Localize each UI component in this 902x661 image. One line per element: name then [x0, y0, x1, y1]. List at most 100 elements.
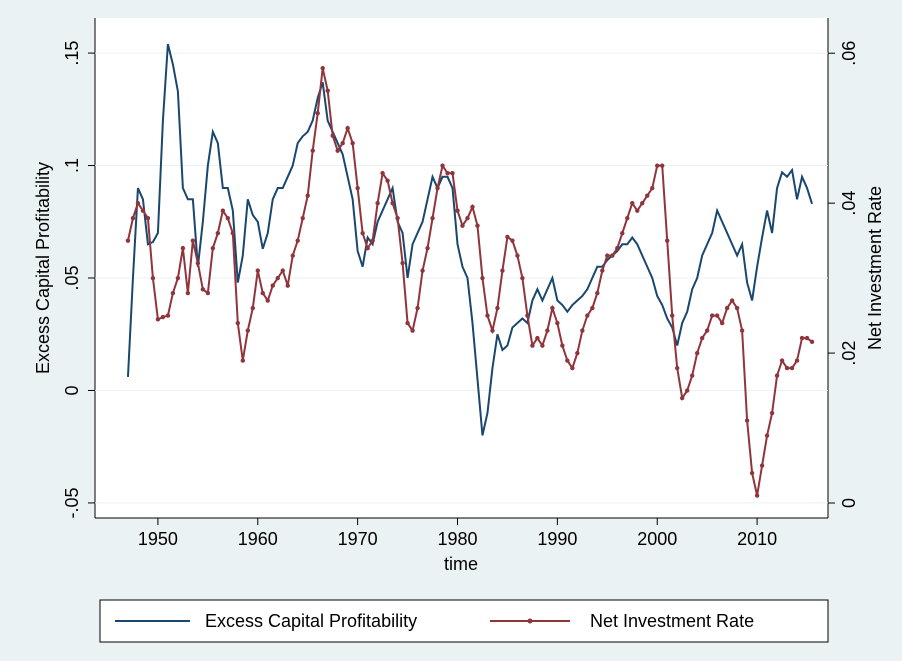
- series-marker: [675, 365, 680, 371]
- series-marker: [600, 268, 605, 273]
- series-marker: [395, 215, 400, 221]
- series-marker: [550, 305, 555, 311]
- series-marker: [605, 253, 610, 258]
- series-marker: [180, 245, 186, 251]
- series-marker: [300, 215, 305, 221]
- series-marker: [465, 215, 470, 221]
- y-tick-label: -.05: [62, 487, 82, 518]
- series-marker: [704, 328, 710, 333]
- series-marker: [160, 314, 166, 320]
- series-marker: [580, 328, 585, 333]
- series-marker: [774, 373, 780, 378]
- series-marker: [205, 290, 211, 296]
- series-marker: [734, 305, 740, 311]
- series-marker: [295, 238, 300, 243]
- series-marker: [565, 358, 570, 363]
- series-marker: [694, 350, 700, 356]
- series-marker: [485, 313, 490, 318]
- series-marker: [520, 275, 525, 281]
- y2-tick-label: .06: [839, 41, 859, 66]
- series-marker: [789, 365, 795, 371]
- series-marker: [699, 335, 705, 341]
- series-marker: [370, 238, 375, 243]
- series-line: [126, 68, 813, 496]
- series-marker: [804, 335, 810, 341]
- series-marker: [630, 200, 635, 206]
- y2-tick-label: 0: [839, 498, 859, 508]
- y2-tick-label: .04: [839, 191, 859, 216]
- series-marker: [155, 317, 161, 322]
- series-marker: [515, 253, 520, 258]
- series-marker: [355, 185, 360, 191]
- series-marker: [210, 245, 216, 251]
- series-marker: [575, 350, 580, 356]
- series-marker: [635, 208, 640, 213]
- series-marker: [650, 185, 655, 191]
- series-marker: [400, 260, 405, 266]
- series-marker: [555, 320, 560, 326]
- series-marker: [570, 365, 575, 371]
- series-marker: [505, 234, 510, 240]
- x-tick-label: 1970: [338, 529, 378, 549]
- series-marker: [430, 215, 435, 221]
- series-marker: [420, 268, 425, 273]
- series-marker: [405, 320, 410, 326]
- series-marker: [475, 223, 480, 228]
- x-axis-title: time: [444, 554, 478, 574]
- series-marker: [250, 305, 255, 311]
- series-marker: [540, 343, 545, 348]
- series-marker: [145, 215, 151, 221]
- series-marker: [794, 358, 800, 363]
- x-tick-label: 1980: [437, 529, 477, 549]
- series-marker: [245, 328, 250, 333]
- series-marker: [655, 163, 660, 168]
- series-marker: [190, 238, 196, 243]
- series-marker: [455, 208, 460, 213]
- legend: [99, 599, 829, 643]
- series-marker: [679, 395, 685, 401]
- series-marker: [385, 178, 390, 183]
- series-marker: [615, 245, 620, 251]
- series-marker: [749, 470, 755, 476]
- series-marker: [585, 313, 590, 318]
- series-marker: [739, 328, 745, 333]
- series-marker: [365, 245, 370, 251]
- series-marker: [769, 410, 775, 416]
- series-marker: [340, 140, 345, 146]
- y-tick-label: .1: [62, 158, 82, 173]
- series-marker: [535, 335, 540, 341]
- legend-label: Excess Capital Profitability: [205, 611, 417, 631]
- series-marker: [470, 204, 475, 210]
- series-marker: [620, 230, 625, 236]
- series-marker: [335, 148, 340, 153]
- series-marker: [195, 260, 201, 266]
- series-marker: [660, 163, 665, 168]
- series-marker: [310, 148, 315, 153]
- series-marker: [230, 230, 236, 236]
- series-marker: [345, 125, 350, 131]
- series-marker: [150, 275, 156, 281]
- y-axis-title: Excess Capital Profitability: [33, 162, 53, 374]
- series-marker: [175, 275, 181, 281]
- series-marker: [510, 238, 515, 243]
- series-marker: [380, 170, 385, 176]
- series-marker: [130, 215, 136, 221]
- series-marker: [500, 268, 505, 273]
- series-marker: [165, 313, 171, 318]
- series-marker: [285, 283, 290, 288]
- series-marker: [625, 215, 630, 221]
- series-marker: [610, 253, 615, 258]
- series-marker: [320, 66, 325, 71]
- series-marker: [440, 163, 445, 168]
- series-marker: [360, 230, 365, 236]
- legend-label: Net Investment Rate: [590, 611, 754, 631]
- series-marker: [275, 275, 280, 281]
- series-marker: [689, 373, 695, 378]
- series-marker: [435, 185, 440, 191]
- series-marker: [240, 358, 245, 363]
- series-marker: [560, 343, 565, 348]
- series-marker: [125, 238, 131, 243]
- x-tick-label: 1950: [138, 529, 178, 549]
